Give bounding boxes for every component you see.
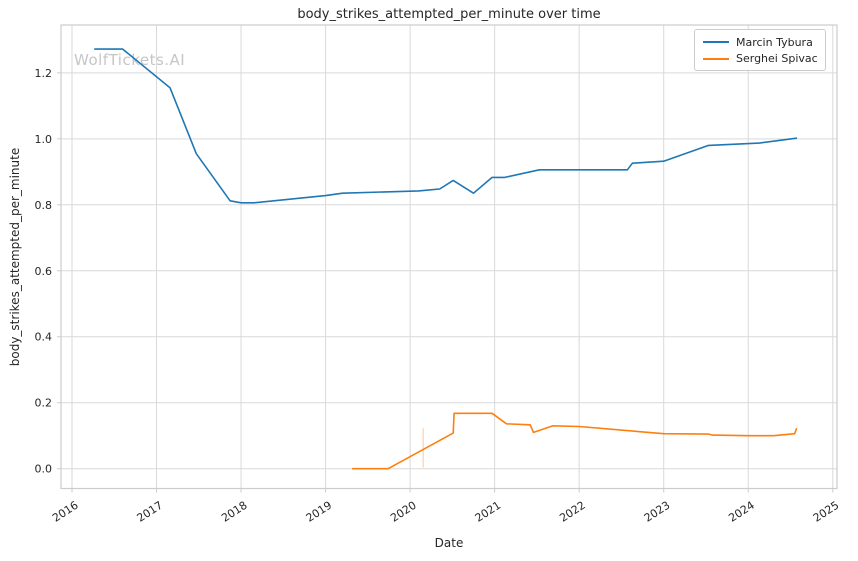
series-line-serghei-spivac [351, 412, 798, 470]
legend-label: Serghei Spivac [736, 52, 818, 66]
chart-title: body_strikes_attempted_per_minute over t… [297, 7, 601, 22]
legend-line-sample-orange [703, 57, 729, 60]
x-tick-label: 2020 [388, 499, 419, 525]
x-tick-label: 2018 [219, 499, 250, 525]
y-tick-label: 0.4 [35, 331, 53, 344]
legend-line-sample-blue [703, 41, 729, 44]
y-tick-label: 0.8 [35, 199, 53, 212]
y-axis-label: body_strikes_attempted_per_minute [8, 147, 22, 367]
legend-item-marcin-tybura: Marcin Tybura [703, 34, 818, 51]
watermark: WolfTickets.AI [74, 51, 186, 69]
x-tick-label: 2017 [135, 499, 166, 525]
legend-label: Marcin Tybura [736, 35, 813, 49]
y-tick-label: 0.6 [35, 265, 53, 278]
x-tick-label: 2019 [304, 499, 335, 525]
x-tick-label: 2024 [726, 499, 757, 525]
y-tick-label: 0.0 [35, 463, 53, 476]
series-line-marcin-tybura [94, 48, 798, 204]
x-tick-label: 2023 [642, 499, 673, 525]
x-tick-label: 2022 [557, 499, 588, 525]
plot-border [60, 24, 838, 490]
x-tick-label: 2016 [50, 499, 81, 525]
y-tick-label: 1.2 [35, 67, 53, 80]
legend: Marcin Tybura Serghei Spivac [694, 29, 826, 71]
legend-item-serghei-spivac: Serghei Spivac [703, 51, 818, 68]
y-tick-label: 0.2 [35, 397, 53, 410]
x-axis-label: Date [434, 536, 464, 550]
y-tick-label: 1.0 [35, 133, 53, 146]
x-tick-label: 2021 [473, 499, 504, 525]
x-tick-label: 2025 [811, 499, 842, 525]
